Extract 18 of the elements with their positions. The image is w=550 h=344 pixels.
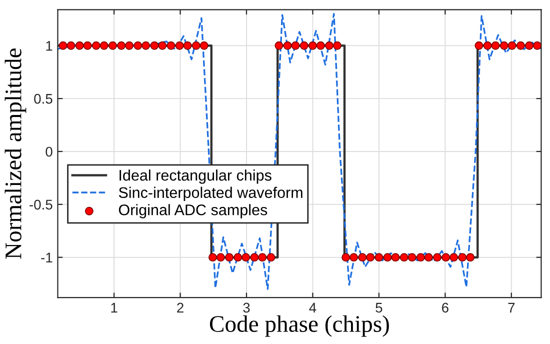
x-tick-label: 5 xyxy=(376,302,382,313)
y-tick-label: 0 xyxy=(46,146,52,157)
legend-label: Ideal rectangular chips xyxy=(120,169,272,184)
legend-label: Original ADC samples xyxy=(118,204,268,218)
x-tick-label: 4 xyxy=(309,302,316,312)
x-tick-label: 7 xyxy=(508,302,515,312)
x-tick-label: 3 xyxy=(243,302,250,313)
y-tick-label: -0.5 xyxy=(30,200,52,210)
y-axis-title: Normalized amplitude xyxy=(4,48,26,259)
x-tick-label: 1 xyxy=(111,302,118,312)
y-tick-label: 0.5 xyxy=(34,94,52,104)
x-tick-label: 2 xyxy=(177,302,184,312)
x-tick-label: 6 xyxy=(442,302,448,313)
line-series xyxy=(58,13,542,290)
x-axis-title: Code phase (chips) xyxy=(210,315,389,337)
y-tick-label: -1 xyxy=(41,252,52,262)
y-tick-label: 1 xyxy=(46,41,52,51)
legend-label: Sinc-interpolated waveform xyxy=(118,186,302,202)
